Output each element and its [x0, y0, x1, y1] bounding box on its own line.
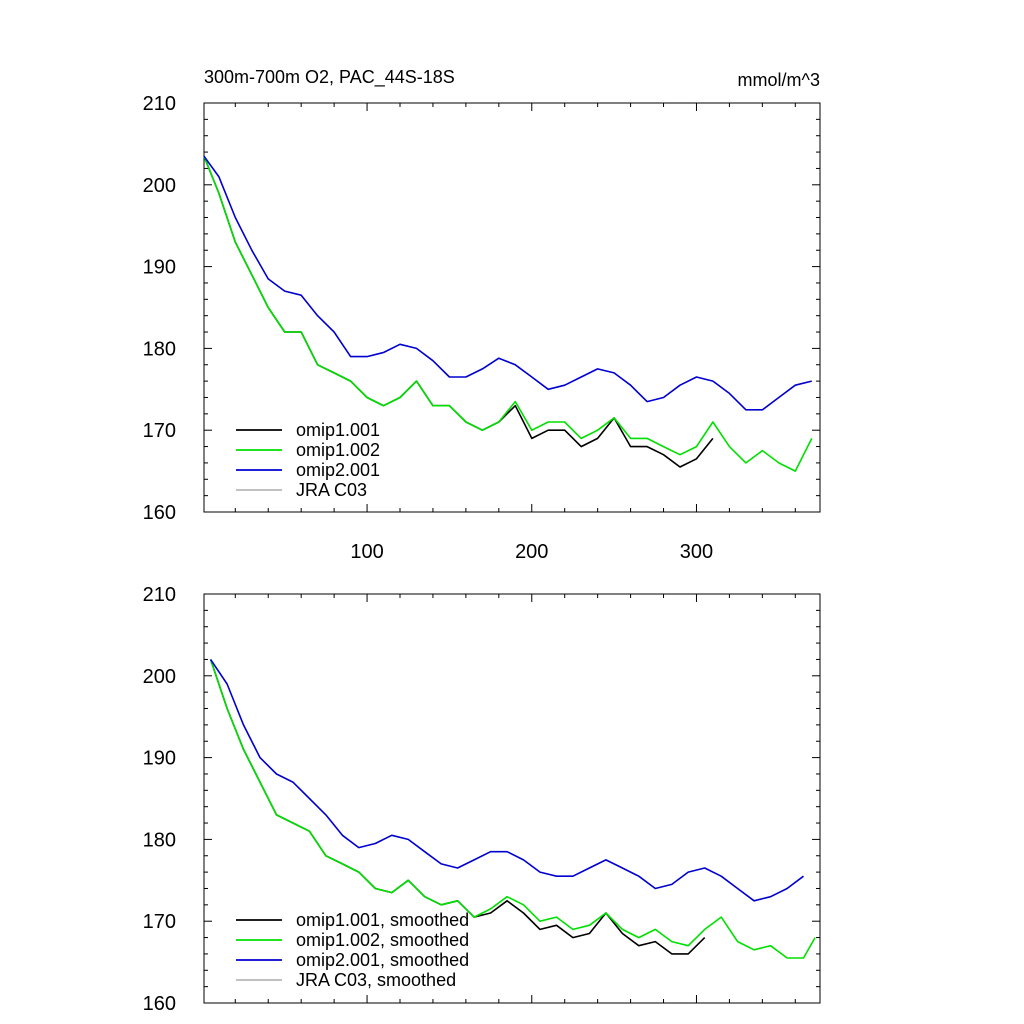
series-line [209, 658, 804, 902]
plot-frame [203, 593, 821, 1004]
y-tick-label: 160 [143, 993, 176, 1015]
series-line [203, 155, 812, 411]
x-tick-label: 300 [680, 541, 713, 563]
plot-frame [203, 102, 821, 513]
legend-entry: omip2.001 [296, 460, 380, 480]
y-tick-label: 170 [143, 420, 176, 442]
x-tick-label: 200 [515, 541, 548, 563]
y-tick-label: 190 [143, 257, 176, 279]
y-tick-label: 200 [143, 666, 176, 688]
y-tick-label: 170 [143, 911, 176, 933]
legend-entry: omip2.001, smoothed [296, 950, 469, 970]
x-tick-label: 100 [350, 541, 383, 563]
y-tick-label: 200 [143, 175, 176, 197]
series-line [203, 155, 714, 468]
legend-entry: omip1.002, smoothed [296, 930, 469, 950]
chart-title: 300m-700m O2, PAC_44S-18S [204, 67, 455, 88]
y-tick-label: 210 [143, 584, 176, 606]
y-tick-label: 180 [143, 338, 176, 360]
legend-entry: JRA C03 [296, 480, 367, 500]
legend-entry: omip1.001 [296, 420, 380, 440]
y-tick-label: 210 [143, 93, 176, 115]
y-tick-label: 190 [143, 748, 176, 770]
legend-entry: JRA C03, smoothed [296, 970, 456, 990]
units-label: mmol/m^3 [738, 70, 820, 90]
y-tick-label: 180 [143, 829, 176, 851]
series-line [209, 659, 816, 959]
y-tick-label: 160 [143, 502, 176, 524]
legend-entry: omip1.001, smoothed [296, 910, 469, 930]
legend-entry: omip1.002 [296, 440, 380, 460]
series-line [203, 155, 813, 472]
